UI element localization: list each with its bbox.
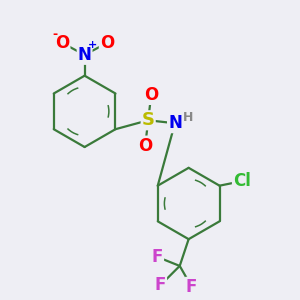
Text: O: O — [144, 86, 158, 104]
Text: +: + — [88, 40, 98, 50]
Text: O: O — [100, 34, 114, 52]
Text: H: H — [183, 111, 193, 124]
Text: -: - — [52, 28, 57, 41]
Text: N: N — [168, 114, 182, 132]
Text: O: O — [138, 136, 152, 154]
Text: F: F — [186, 278, 197, 296]
Text: O: O — [55, 34, 69, 52]
Text: Cl: Cl — [233, 172, 251, 190]
Text: S: S — [142, 111, 155, 129]
Text: F: F — [152, 248, 163, 266]
Text: N: N — [78, 46, 92, 64]
Text: F: F — [155, 276, 166, 294]
